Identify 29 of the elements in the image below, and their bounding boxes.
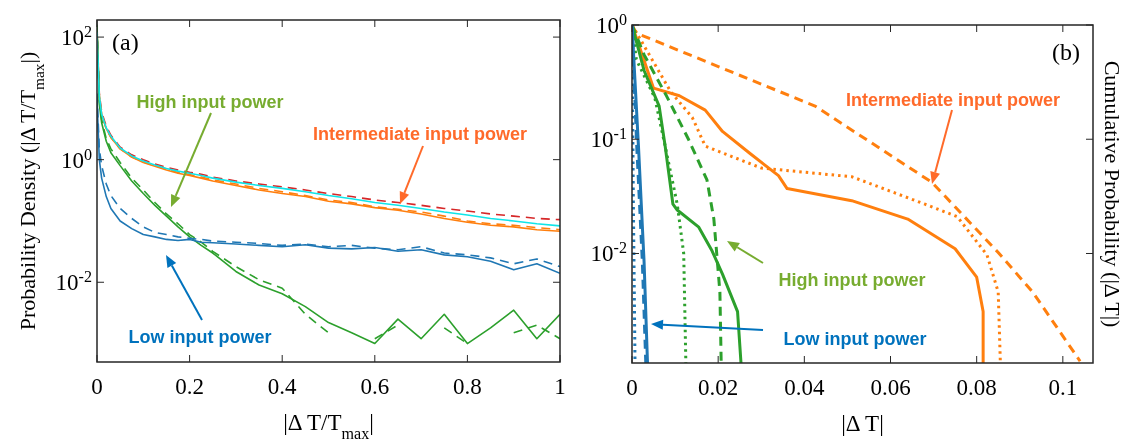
x-tick-label: 1: [554, 374, 566, 399]
annotation: (b): [1052, 39, 1080, 65]
annotation: Intermediate input power: [845, 90, 1061, 110]
annotation: Low input power: [128, 327, 272, 347]
x-tick-label: 0.1: [1048, 375, 1078, 400]
x-tick-label: 0.6: [360, 374, 390, 399]
annotation: Intermediate input power: [312, 124, 528, 144]
annotation: Low input power: [783, 329, 927, 349]
x-tick-label: 0: [626, 375, 638, 400]
x-tick-label: 0.02: [698, 375, 739, 400]
x-tick-label: 0.2: [175, 374, 204, 399]
annotation: High input power: [778, 270, 926, 290]
y-tick-label: 10$^{-2}$: [590, 238, 627, 267]
y-tick-label: 10$^{0}$: [60, 145, 92, 173]
x-tick-label: 0.08: [956, 375, 997, 400]
x-tick-label: 0.8: [453, 374, 482, 399]
y-axis-title: Cumulative Probability (|Δ T|): [1100, 60, 1125, 328]
x-tick-label: 0.04: [784, 375, 825, 400]
x-tick-label: 0.4: [267, 374, 298, 399]
annotation: (a): [112, 29, 139, 55]
x-axis-title: |Δ T/T$_{max}$|: [283, 410, 374, 442]
y-tick-label: 10$^{2}$: [60, 22, 92, 51]
y-tick-label: 10$^{0}$: [595, 10, 627, 38]
x-tick-label: 0: [91, 374, 103, 399]
x-axis-title: |Δ T|: [841, 411, 884, 436]
x-tick-label: 0.06: [870, 375, 911, 400]
y-tick-label: 10$^{-1}$: [590, 124, 627, 153]
y-tick-label: 10$^{-2}$: [55, 267, 92, 296]
annotation: High input power: [136, 92, 284, 112]
